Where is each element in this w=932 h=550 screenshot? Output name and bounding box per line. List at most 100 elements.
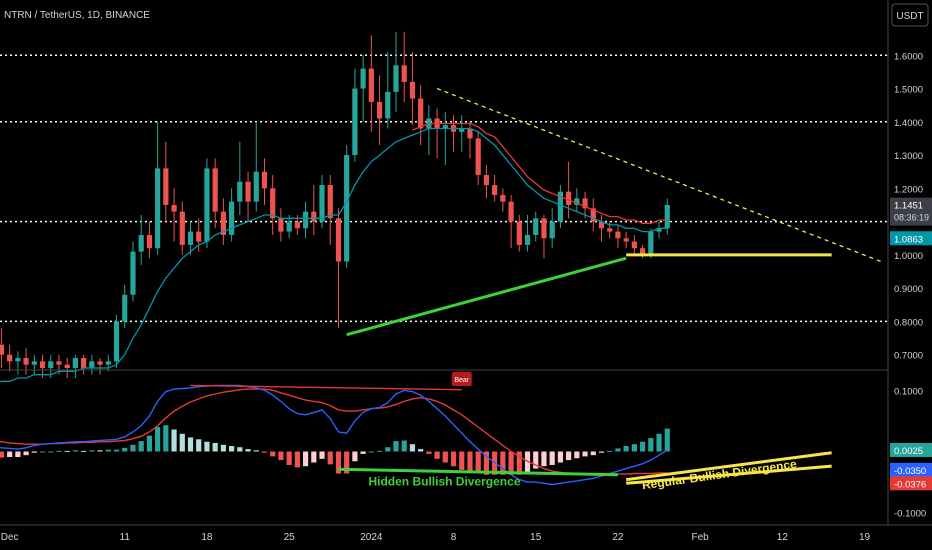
histogram-bar [360, 451, 366, 454]
candle [631, 234, 637, 255]
moving-average-line [0, 127, 668, 383]
candle-body [97, 361, 103, 365]
time-tick-label: 19 [859, 532, 871, 543]
candle [319, 175, 325, 229]
candle [376, 75, 383, 146]
time-tick-label: 12 [777, 532, 789, 543]
histogram-bar [623, 446, 629, 452]
histogram-bar [15, 451, 21, 458]
price-pane[interactable] [0, 31, 888, 388]
candle [615, 224, 621, 249]
histogram-bar [475, 451, 481, 474]
candle [574, 188, 580, 212]
candle-body [393, 65, 399, 92]
candle [187, 221, 194, 255]
candle-body [640, 248, 646, 255]
candle-body [270, 188, 276, 219]
candle [483, 165, 490, 199]
histogram-bar [229, 446, 235, 452]
candle [385, 51, 391, 129]
candle [302, 201, 309, 239]
candle [524, 214, 531, 252]
candle-body [89, 361, 95, 368]
candle [31, 354, 37, 375]
hist-value-badge-text: -0.0376 [894, 479, 926, 490]
price-tick-label: 1.6000 [894, 51, 923, 62]
signal-value-badge: -0.0350 [890, 462, 932, 477]
histogram-bar [171, 429, 177, 452]
price-tick-label: 0.8000 [894, 317, 923, 328]
candle-body [146, 234, 152, 249]
candle-body [204, 168, 210, 242]
candle [229, 188, 235, 242]
candle [344, 145, 350, 269]
bearish-divergence-line [190, 384, 462, 391]
candle [64, 358, 70, 378]
histogram-bar [0, 451, 5, 458]
candle [72, 354, 79, 378]
price-tick-label: 0.7000 [894, 351, 923, 362]
candle-body [286, 221, 292, 232]
histogram-bar [89, 450, 95, 452]
candle [0, 328, 5, 368]
histogram-bar [574, 451, 580, 459]
candle-body [179, 211, 185, 245]
last-price-text: 1.1451 [894, 201, 923, 212]
histogram-bar [450, 451, 457, 467]
time-tick-label: Feb [692, 532, 710, 543]
candle [7, 344, 13, 372]
histogram-bar [122, 447, 128, 452]
candle-body [261, 171, 268, 189]
histogram-bar [582, 451, 588, 457]
histogram-bar [64, 450, 70, 452]
hist-value-badge-box [890, 476, 932, 491]
candle [15, 351, 21, 375]
ma-value-badge-text: 1.0863 [894, 234, 923, 245]
candle [97, 358, 103, 375]
candle [557, 185, 563, 229]
candle-body [516, 221, 522, 245]
histogram-bar [648, 438, 654, 452]
price-tick-label: 1.0000 [894, 251, 923, 262]
histogram-bar [48, 451, 54, 453]
time-tick-label: 22 [612, 532, 624, 543]
histogram-bar [376, 450, 383, 452]
histogram-bar [607, 450, 613, 452]
macd-pane[interactable] [0, 384, 670, 486]
macd-value-badge-text: 0.0025 [894, 446, 923, 457]
price-tick-label: 1.3000 [894, 151, 923, 162]
histogram-bar [179, 433, 185, 452]
signal-value-badge-text: -0.0350 [894, 466, 926, 477]
histogram-bar [31, 451, 37, 453]
candle-body [368, 68, 374, 102]
histogram-bar [500, 451, 506, 475]
histogram-bar [23, 451, 29, 456]
candle-body [360, 68, 366, 89]
candle-body [81, 358, 87, 368]
candle-body [15, 358, 21, 362]
histogram-bar [541, 451, 547, 467]
candle-body [48, 361, 54, 368]
histogram-bar [533, 451, 539, 469]
histogram-bar [113, 449, 120, 452]
candle-body [376, 101, 383, 119]
price-tick-label: 1.4000 [894, 118, 923, 129]
histogram-bar [459, 451, 465, 470]
ma-value-badge-box [890, 231, 932, 246]
currency-button[interactable]: USDT [891, 3, 929, 27]
candle-body [385, 91, 391, 119]
histogram-bar [640, 441, 646, 452]
histogram-bar [163, 425, 169, 452]
histogram-bar [319, 451, 325, 459]
last-price-box [890, 197, 932, 226]
histogram-bar [311, 451, 317, 463]
candle [212, 158, 218, 229]
candle [171, 188, 177, 242]
histogram-bar [368, 451, 374, 453]
candle-body [607, 228, 613, 232]
candle-body [72, 358, 79, 368]
time-tick-label: 2024 [360, 532, 383, 543]
candle-body [220, 211, 226, 235]
